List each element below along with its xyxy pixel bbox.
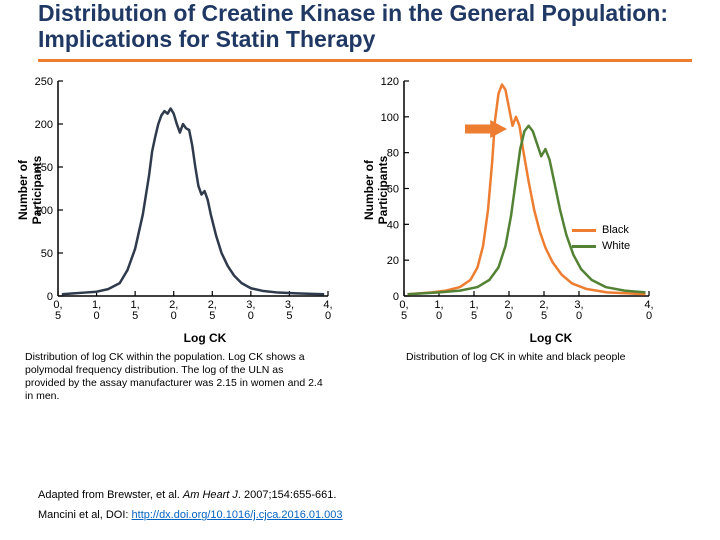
svg-text:0: 0 [393, 291, 399, 303]
svg-text:5: 5 [55, 310, 61, 322]
footer-doi-link[interactable]: http://dx.doi.org/10.1016/j.cjca.2016.01… [132, 509, 343, 521]
chart-left-caption: Distribution of log CK within the popula… [25, 351, 325, 404]
legend-swatch [572, 245, 596, 248]
svg-text:5: 5 [286, 310, 292, 322]
chart-right-ylabel: Number of Participants [362, 140, 390, 240]
svg-text:0: 0 [436, 310, 442, 322]
footer-text: Adapted from Brewster, et al. [38, 489, 183, 501]
chart-left: Number of Participants 0501001502002500,… [10, 76, 350, 404]
svg-text:0: 0 [325, 310, 331, 322]
svg-text:5: 5 [401, 310, 407, 322]
page-title: Distribution of Creatine Kinase in the G… [38, 0, 692, 53]
footer-text: . 2007;154:655-661. [238, 489, 336, 501]
legend-item: Black [572, 222, 630, 238]
footer-text: Mancini et al, DOI: [38, 509, 132, 521]
svg-text:0: 0 [646, 310, 652, 322]
chart-right-plot: 0204060801001200,51,01,52,02,53,04,0 [356, 76, 659, 326]
legend-label: Black [602, 224, 629, 236]
svg-text:50: 50 [41, 248, 53, 260]
svg-text:200: 200 [35, 119, 53, 131]
footer-line-2: Mancini et al, DOI: http://dx.doi.org/10… [38, 506, 343, 526]
chart-right: Number of Participants 0204060801001200,… [356, 76, 696, 404]
chart-right-xlabel: Log CK [406, 331, 696, 345]
shift-arrow-icon [465, 120, 507, 143]
svg-text:5: 5 [209, 310, 215, 322]
svg-text:5: 5 [132, 310, 138, 322]
svg-text:100: 100 [381, 112, 399, 124]
svg-text:20: 20 [387, 255, 399, 267]
footer-line-1: Adapted from Brewster, et al. Am Heart J… [38, 486, 343, 506]
svg-text:0: 0 [94, 310, 100, 322]
legend-label: White [602, 240, 630, 252]
footer-text-italic: Am Heart J [183, 489, 238, 501]
svg-text:0: 0 [248, 310, 254, 322]
svg-text:120: 120 [381, 76, 399, 88]
svg-text:0: 0 [506, 310, 512, 322]
svg-text:0: 0 [171, 310, 177, 322]
svg-text:250: 250 [35, 76, 53, 88]
legend: Black White [572, 222, 630, 254]
chart-left-xlabel: Log CK [60, 331, 350, 345]
chart-left-ylabel: Number of Participants [16, 140, 44, 240]
svg-text:0: 0 [47, 291, 53, 303]
legend-swatch [572, 229, 596, 232]
legend-item: White [572, 238, 630, 254]
svg-text:5: 5 [471, 310, 477, 322]
chart-right-caption: Distribution of log CK in white and blac… [406, 351, 696, 364]
footer: Adapted from Brewster, et al. Am Heart J… [38, 486, 343, 526]
svg-text:0: 0 [576, 310, 582, 322]
chart-left-plot: 0501001502002500,51,01,52,02,53,03,54,0 [10, 76, 338, 326]
svg-text:5: 5 [541, 310, 547, 322]
